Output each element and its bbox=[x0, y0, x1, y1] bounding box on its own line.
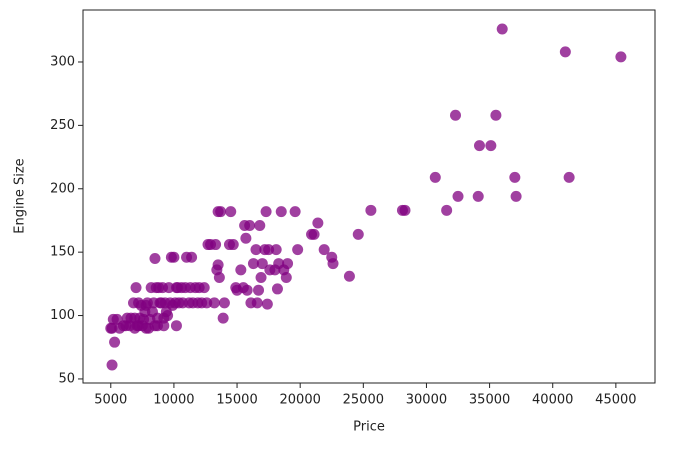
point bbox=[213, 272, 225, 284]
point bbox=[227, 239, 239, 251]
point bbox=[210, 239, 222, 251]
point bbox=[327, 258, 339, 270]
point bbox=[263, 244, 275, 256]
point bbox=[162, 310, 174, 322]
point bbox=[255, 272, 267, 284]
point bbox=[133, 297, 145, 309]
point bbox=[225, 206, 237, 218]
point bbox=[275, 206, 287, 218]
x-tick-label: 40000 bbox=[532, 393, 573, 408]
x-tick-label: 20000 bbox=[280, 393, 321, 408]
point bbox=[270, 244, 282, 256]
point bbox=[312, 217, 324, 229]
point bbox=[130, 282, 142, 294]
point bbox=[365, 204, 377, 216]
point bbox=[472, 190, 484, 202]
point bbox=[510, 190, 522, 202]
y-tick-label: 250 bbox=[50, 118, 75, 133]
point bbox=[615, 51, 627, 63]
point bbox=[105, 322, 117, 334]
point bbox=[485, 140, 497, 152]
point bbox=[251, 297, 263, 309]
point bbox=[399, 204, 411, 216]
point bbox=[280, 272, 292, 284]
point bbox=[217, 312, 229, 324]
point bbox=[343, 270, 355, 282]
y-tick-label: 300 bbox=[50, 54, 75, 69]
point bbox=[308, 228, 320, 240]
y-tick-label: 50 bbox=[58, 371, 75, 386]
point bbox=[218, 297, 230, 309]
point bbox=[260, 206, 272, 218]
point bbox=[140, 322, 152, 334]
point bbox=[235, 264, 247, 276]
point bbox=[163, 282, 175, 294]
y-tick-label: 100 bbox=[50, 308, 75, 323]
point bbox=[149, 252, 161, 264]
x-axis-label: Price bbox=[353, 420, 385, 435]
point bbox=[253, 284, 265, 296]
point bbox=[490, 109, 502, 121]
point bbox=[168, 251, 180, 263]
x-tick-label: 25000 bbox=[343, 393, 384, 408]
x-tick-label: 35000 bbox=[469, 393, 510, 408]
point bbox=[496, 23, 508, 35]
x-tick-label: 45000 bbox=[595, 393, 636, 408]
point bbox=[559, 46, 571, 58]
point bbox=[240, 232, 252, 244]
x-tick-label: 15000 bbox=[216, 393, 257, 408]
x-tick-label: 5000 bbox=[94, 393, 127, 408]
point bbox=[429, 171, 441, 183]
point bbox=[256, 258, 268, 270]
point bbox=[271, 283, 283, 295]
point bbox=[208, 297, 220, 309]
point bbox=[473, 140, 485, 152]
point bbox=[247, 258, 259, 270]
y-axis-label: Engine Size bbox=[13, 158, 28, 233]
point bbox=[318, 244, 330, 256]
point bbox=[254, 220, 266, 232]
point bbox=[441, 204, 453, 216]
point bbox=[282, 258, 294, 270]
point bbox=[509, 171, 521, 183]
point bbox=[289, 206, 301, 218]
point bbox=[158, 320, 170, 332]
point bbox=[452, 190, 464, 202]
x-tick-label: 30000 bbox=[406, 393, 447, 408]
x-tick-label: 10000 bbox=[153, 393, 194, 408]
point bbox=[352, 228, 364, 240]
point bbox=[106, 359, 118, 371]
point bbox=[186, 251, 198, 263]
point bbox=[563, 171, 575, 183]
point bbox=[215, 206, 227, 218]
point bbox=[109, 336, 121, 348]
point bbox=[449, 109, 461, 121]
point bbox=[170, 320, 182, 332]
point bbox=[129, 322, 141, 334]
point bbox=[244, 220, 256, 232]
point bbox=[241, 284, 253, 296]
point bbox=[261, 298, 273, 310]
point bbox=[198, 282, 210, 294]
y-tick-label: 200 bbox=[50, 181, 75, 196]
point bbox=[201, 297, 213, 309]
point bbox=[292, 244, 304, 256]
point bbox=[250, 244, 262, 256]
y-tick-label: 150 bbox=[50, 245, 75, 260]
plot-frame bbox=[82, 9, 656, 384]
point bbox=[212, 259, 224, 271]
